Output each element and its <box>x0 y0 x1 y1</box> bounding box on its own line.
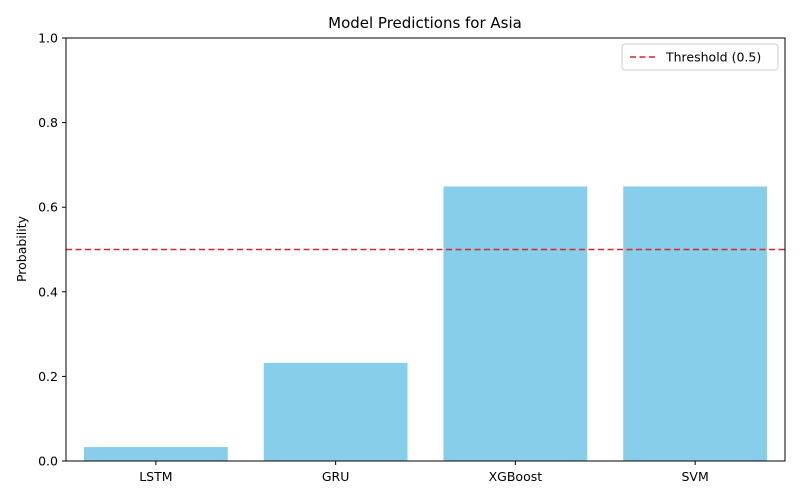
bar-xgboost <box>443 186 588 461</box>
y-tick-label: 0.6 <box>38 200 58 215</box>
x-tick-label: SVM <box>681 469 708 484</box>
legend: Threshold (0.5) <box>621 43 779 71</box>
x-tick-label: LSTM <box>139 469 172 484</box>
bar-lstm <box>83 447 228 461</box>
legend-box <box>621 43 779 71</box>
y-axis-label: Probability <box>14 215 29 282</box>
y-tick-label: 0.4 <box>38 284 58 299</box>
x-tick-label: GRU <box>322 469 350 484</box>
x-tick-label: XGBoost <box>489 469 543 484</box>
y-tick-label: 1.0 <box>38 31 58 46</box>
bar-svm <box>623 186 768 461</box>
plot-frame <box>65 37 786 462</box>
y-tick-label: 0.8 <box>38 115 58 130</box>
axes-group: 0.0 0.2 0.4 0.6 0.8 1.0 LSTM GRU XGBoost SVM <box>38 31 786 484</box>
bar-gru <box>263 362 408 461</box>
y-tick-label: 0.0 <box>38 454 58 469</box>
legend-threshold-label: Threshold (0.5) <box>665 50 761 65</box>
y-tick-label: 0.2 <box>38 369 58 384</box>
bars-group <box>83 186 768 461</box>
chart-title: Model Predictions for Asia <box>328 14 522 32</box>
